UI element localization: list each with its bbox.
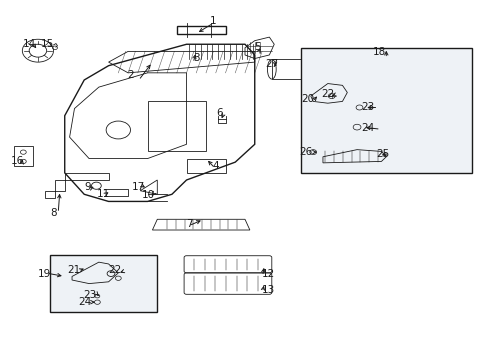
Bar xyxy=(50,255,157,312)
Text: 8: 8 xyxy=(50,208,57,218)
Text: 17: 17 xyxy=(132,182,146,192)
Text: 27: 27 xyxy=(265,59,278,69)
Text: 13: 13 xyxy=(262,285,275,295)
Text: 26: 26 xyxy=(299,147,313,157)
Text: 4: 4 xyxy=(213,161,219,171)
Text: 18: 18 xyxy=(372,47,386,57)
Text: 5: 5 xyxy=(254,42,261,52)
Bar xyxy=(177,26,225,33)
Text: 12: 12 xyxy=(262,269,275,279)
Text: 22: 22 xyxy=(321,89,335,99)
Text: 24: 24 xyxy=(361,123,374,133)
Bar xyxy=(301,48,471,173)
Text: 14: 14 xyxy=(23,39,36,49)
Bar xyxy=(272,59,316,79)
Text: 16: 16 xyxy=(10,156,24,166)
Bar xyxy=(14,146,33,166)
Text: 2: 2 xyxy=(127,70,134,80)
Text: 21: 21 xyxy=(67,265,80,275)
Bar xyxy=(147,102,206,152)
Text: 24: 24 xyxy=(78,297,92,307)
Text: 9: 9 xyxy=(85,182,92,192)
Text: 20: 20 xyxy=(301,94,314,104)
Text: 23: 23 xyxy=(83,290,97,300)
Text: 25: 25 xyxy=(376,149,389,159)
Text: 15: 15 xyxy=(41,39,54,49)
Text: 6: 6 xyxy=(217,108,223,118)
Text: 23: 23 xyxy=(361,102,374,112)
Text: 1: 1 xyxy=(210,16,217,26)
Text: 3: 3 xyxy=(193,53,199,63)
Text: 7: 7 xyxy=(186,219,192,229)
Text: 22: 22 xyxy=(108,265,121,275)
Text: 11: 11 xyxy=(97,189,110,199)
Text: 10: 10 xyxy=(142,190,155,200)
Bar xyxy=(187,158,225,173)
Text: 19: 19 xyxy=(38,269,51,279)
